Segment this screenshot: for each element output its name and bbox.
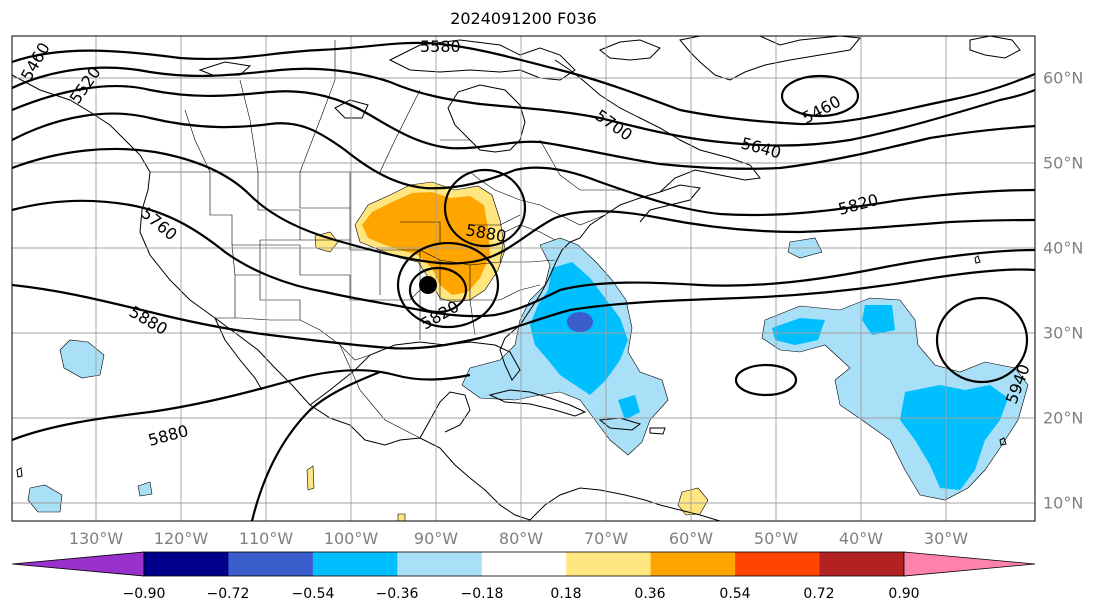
colorbar-cell	[312, 552, 398, 576]
graticule	[12, 36, 1035, 521]
positive-anomaly-region	[306, 181, 709, 522]
colorbar	[11, 551, 1036, 577]
longitude-label: 50°W	[753, 529, 799, 548]
longitude-label: 120°W	[153, 529, 209, 548]
longitude-label: 60°W	[668, 529, 714, 548]
colorbar-tick-label: 0.36	[634, 586, 666, 602]
longitude-label: 80°W	[498, 529, 544, 548]
colorbar-tick-label: −0.54	[291, 586, 335, 602]
longitude-label: 130°W	[68, 529, 124, 548]
longitude-label: 90°W	[413, 529, 459, 548]
latitude-label: 20°N	[1043, 408, 1084, 428]
colorbar-tick-label: 0.18	[550, 586, 582, 602]
colorbar-tick-label: −0.72	[206, 586, 250, 602]
colorbar-tick-label: 0.90	[888, 586, 920, 602]
colorbar-tick-label: −0.18	[460, 586, 504, 602]
latitude-label: 50°N	[1043, 153, 1084, 173]
colorbar-cell	[481, 552, 567, 576]
colorbar-tick-label: 0.72	[803, 586, 835, 602]
colorbar-cell	[144, 552, 229, 576]
map-frame	[11, 35, 1036, 522]
colorbar-tick-label: −0.36	[375, 586, 419, 602]
latitude-label: 30°N	[1043, 323, 1084, 343]
longitude-label: 70°W	[583, 529, 629, 548]
longitude-label: 30°W	[923, 529, 969, 548]
colorbar-cell	[228, 552, 314, 576]
colorbar-tick-label: −0.90	[122, 586, 166, 602]
colorbar-cell	[566, 552, 652, 576]
longitude-label: 110°W	[238, 529, 294, 548]
longitude-label: 100°W	[323, 529, 379, 548]
contour-label-group: 5580 5520 5460 5700 5640 5460 5760 5820 …	[17, 37, 1034, 450]
latitude-label: 10°N	[1043, 493, 1084, 513]
longitude-label: 40°W	[838, 529, 884, 548]
colorbar-cell	[650, 552, 736, 576]
colorbar-cell	[819, 552, 905, 576]
colorbar-cell	[735, 552, 821, 576]
map-title: 2024091200 F036	[450, 9, 597, 28]
latitude-label: 40°N	[1043, 238, 1084, 258]
contour-label: 5580	[420, 37, 461, 56]
latitude-label: 60°N	[1043, 68, 1084, 88]
colorbar-cell	[397, 552, 483, 576]
height-contours	[11, 41, 1036, 522]
colorbar-tick-label: 0.54	[719, 586, 751, 602]
low-center-marker	[419, 276, 437, 294]
